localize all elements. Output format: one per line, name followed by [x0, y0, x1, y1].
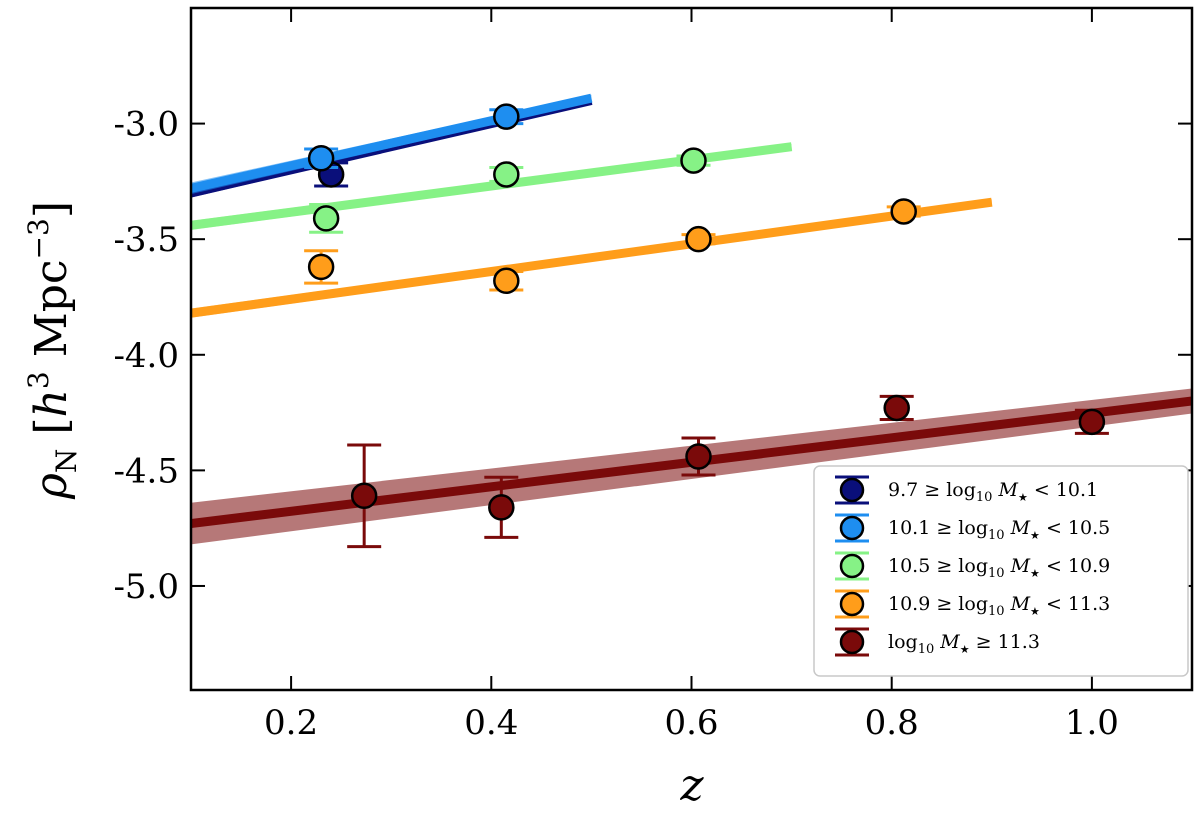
- data-point-4-2: [685, 443, 712, 470]
- data-point-4-3: [883, 394, 910, 422]
- legend-item: log10 M★ ≥ 11.3: [835, 627, 1040, 657]
- data-point-3-0: [307, 253, 335, 281]
- legend-marker: [839, 477, 865, 503]
- legend-label: 10.1 ≥ log10 M★ < 10.5: [888, 517, 1110, 543]
- legend-label: log10 M★ ≥ 11.3: [888, 631, 1040, 657]
- x-tick-label: 0.6: [664, 703, 718, 743]
- legend-item: 10.9 ≥ log10 M★ < 11.3: [835, 589, 1110, 619]
- y-tick-label: -4.0: [113, 336, 179, 376]
- data-point-2-0: [312, 205, 340, 232]
- data-points: [304, 103, 1109, 549]
- data-point-1-0: [307, 145, 335, 172]
- fit-line-1: [191, 93, 593, 193]
- data-point-2-2: [680, 147, 707, 174]
- legend-marker: [839, 591, 865, 617]
- x-axis-title: z: [679, 760, 704, 811]
- legend-label: 10.5 ≥ log10 M★ < 10.9: [888, 555, 1110, 581]
- legend: 9.7 ≥ log10 M★ < 10.1 10.1 ≥ log10 M★ < 1…: [813, 465, 1189, 677]
- legend-marker: [839, 629, 865, 655]
- data-point-3-2: [685, 225, 712, 253]
- legend-item: 10.5 ≥ log10 M★ < 10.9: [835, 551, 1110, 581]
- data-point-2-1: [493, 161, 520, 188]
- y-axis-title: ρN [h3 Mpc−3]: [22, 201, 83, 500]
- legend-label: 9.7 ≥ log10 M★ < 10.1: [888, 479, 1098, 505]
- data-point-1-1: [493, 103, 520, 130]
- x-tick-label: 0.2: [264, 703, 318, 743]
- data-point-3-3: [890, 198, 917, 225]
- legend-marker: [839, 553, 865, 579]
- data-point-3-1: [493, 267, 520, 295]
- x-tick-label: 0.4: [464, 703, 518, 743]
- x-tick-label: 1.0: [1065, 703, 1119, 743]
- legend-label: 10.9 ≥ log10 M★ < 11.3: [888, 593, 1110, 619]
- y-tick-label: -3.5: [113, 220, 179, 260]
- data-point-4-1: [488, 494, 515, 521]
- legend-box: [813, 465, 1189, 677]
- y-tick-label: -5.0: [113, 567, 179, 607]
- legend-marker: [839, 515, 865, 541]
- y-tick-label: -3.0: [113, 105, 179, 145]
- data-point-4-4: [1078, 408, 1106, 436]
- y-tick-label: -4.5: [113, 451, 179, 491]
- data-point-4-0: [350, 482, 378, 510]
- legend-item: 9.7 ≥ log10 M★ < 10.1: [835, 475, 1098, 505]
- x-tick-label: 0.8: [865, 703, 919, 743]
- fit-line-3: [191, 197, 993, 318]
- legend-item: 10.1 ≥ log10 M★ < 10.5: [835, 513, 1110, 543]
- axis-ticks: 0.2 0.4 0.6 0.8 1.0 -3.0 -3.5 -4.0 -4.5 -5.0: [113, 8, 1192, 743]
